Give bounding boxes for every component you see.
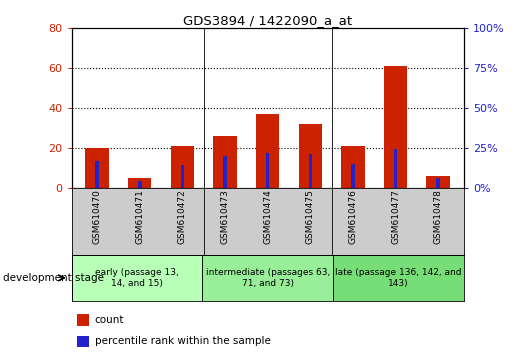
Text: development stage: development stage: [3, 273, 104, 283]
Bar: [394, 149, 398, 188]
Bar: [72, 255, 202, 301]
Bar: [95, 161, 99, 188]
Bar: [341, 146, 365, 188]
Text: early (passage 13,
14, and 15): early (passage 13, 14, and 15): [95, 268, 179, 287]
Text: GSM610478: GSM610478: [434, 189, 443, 244]
Bar: [128, 178, 152, 188]
Text: GSM610476: GSM610476: [348, 189, 357, 244]
Bar: [384, 66, 407, 188]
Bar: [85, 148, 109, 188]
Bar: [351, 164, 355, 188]
Bar: [436, 178, 440, 188]
Bar: [213, 136, 237, 188]
Text: intermediate (passages 63,
71, and 73): intermediate (passages 63, 71, and 73): [206, 268, 330, 287]
Bar: [298, 124, 322, 188]
Title: GDS3894 / 1422090_a_at: GDS3894 / 1422090_a_at: [183, 14, 352, 27]
Text: late (passage 136, 142, and
143): late (passage 136, 142, and 143): [335, 268, 462, 287]
Text: GSM610474: GSM610474: [263, 189, 272, 244]
Bar: [202, 255, 333, 301]
Text: GSM610471: GSM610471: [135, 189, 144, 244]
Text: GSM610470: GSM610470: [93, 189, 102, 244]
Text: count: count: [95, 315, 125, 325]
Bar: [138, 181, 142, 188]
Text: GSM610477: GSM610477: [391, 189, 400, 244]
Bar: [181, 165, 184, 188]
Bar: [223, 156, 227, 188]
Bar: [256, 114, 279, 188]
Text: GSM610473: GSM610473: [220, 189, 229, 244]
Bar: [171, 146, 194, 188]
Text: percentile rank within the sample: percentile rank within the sample: [95, 336, 271, 346]
Bar: [333, 255, 464, 301]
Text: GSM610472: GSM610472: [178, 189, 187, 244]
Text: GSM610475: GSM610475: [306, 189, 315, 244]
Bar: [266, 153, 269, 188]
Bar: [427, 176, 450, 188]
Bar: [308, 154, 312, 188]
